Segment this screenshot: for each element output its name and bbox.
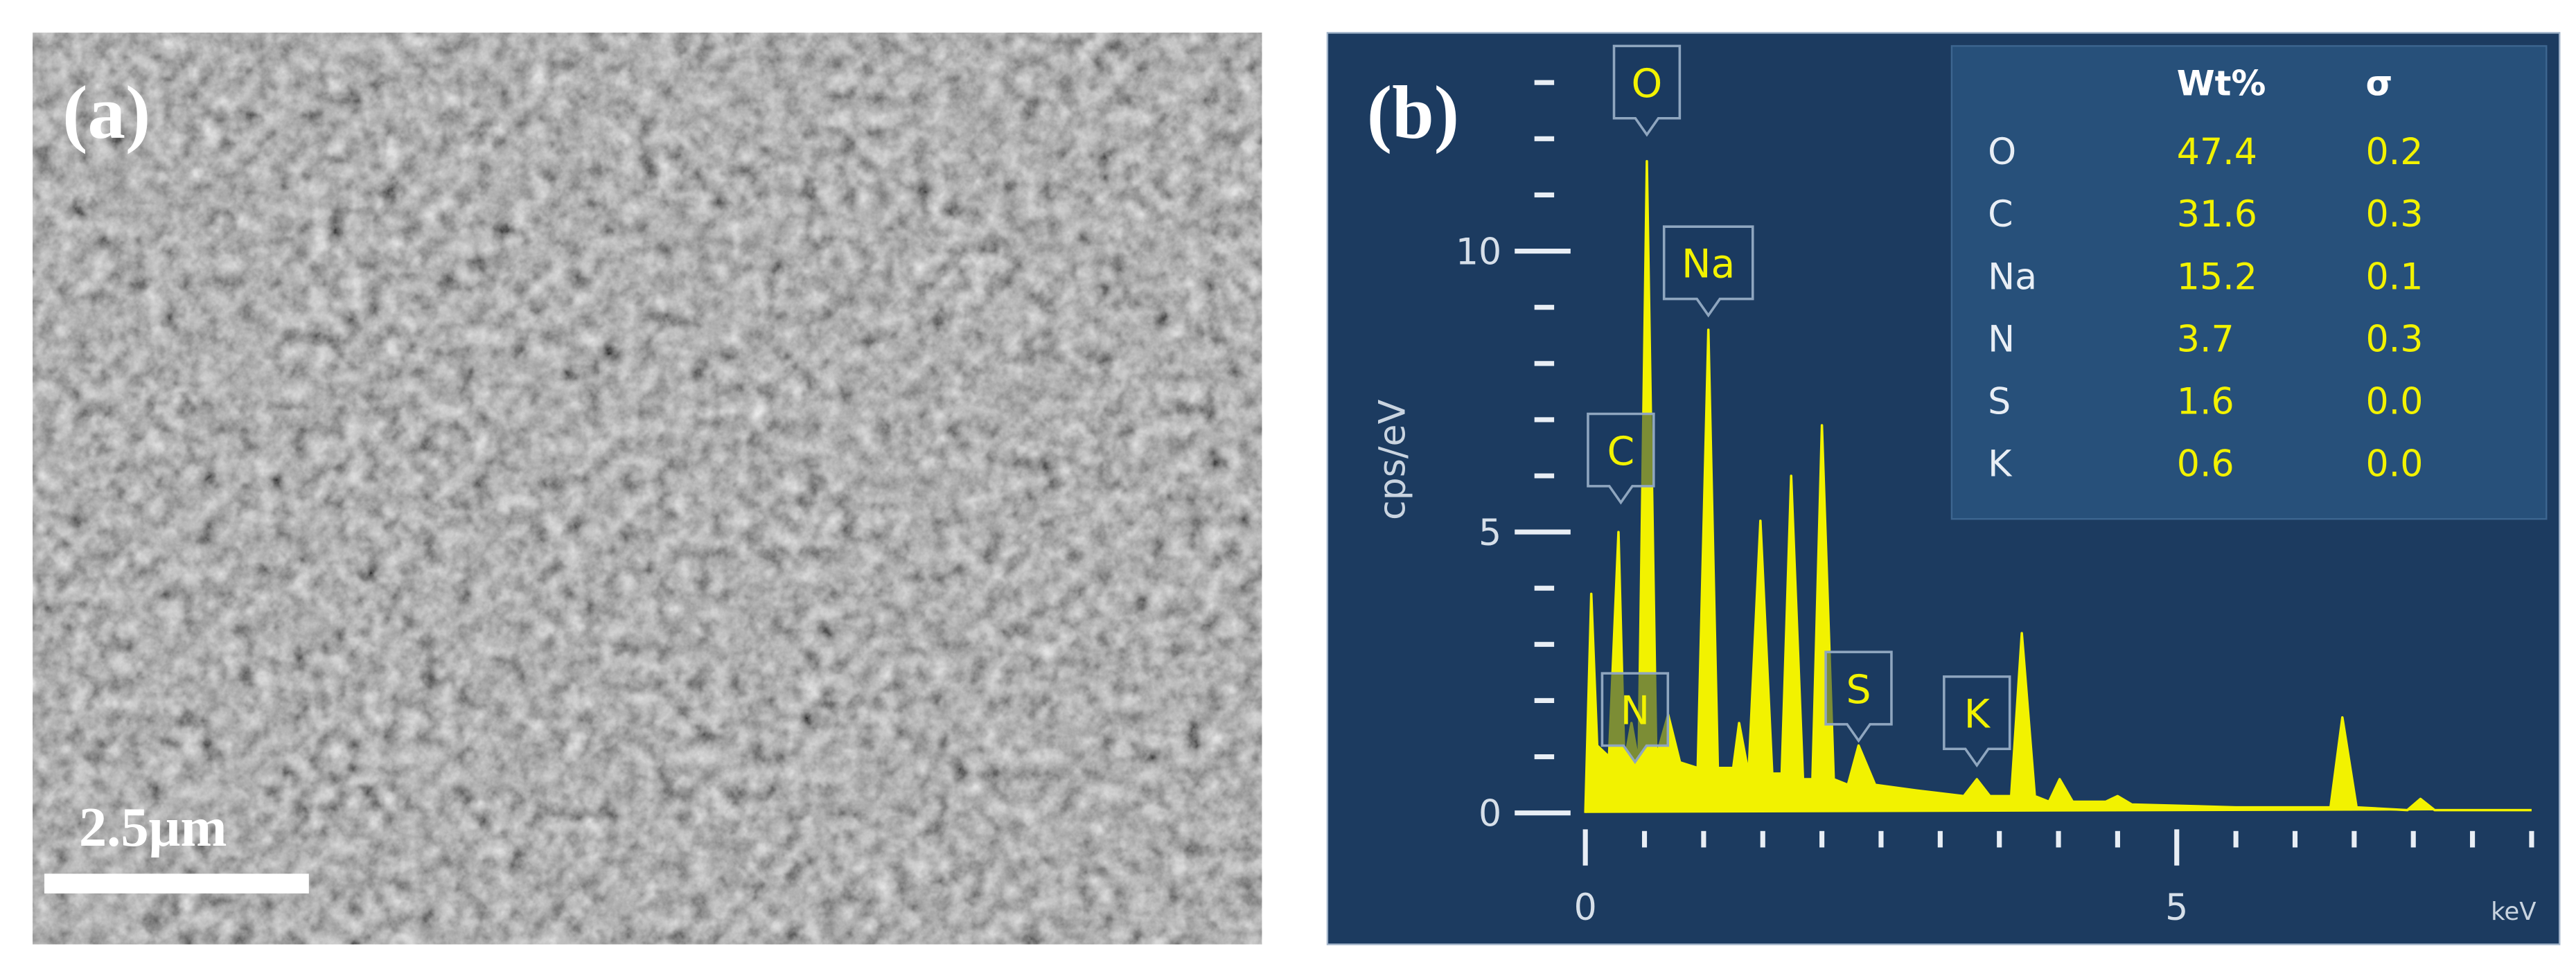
peak-label-box (1587, 412, 1655, 505)
peak-label-box (1662, 225, 1754, 318)
table-header: σ (2365, 64, 2392, 104)
table-cell: 0.3 (2365, 194, 2423, 235)
table-header: Wt% (2177, 64, 2266, 104)
peak-label: N (1621, 688, 1650, 734)
panel-label: (b) (1367, 71, 1459, 154)
peak-label-box (1600, 672, 1670, 765)
table-cell: 31.6 (2177, 194, 2257, 235)
peak-label: O (1632, 61, 1663, 107)
y-tick-label: 10 (1456, 232, 1501, 274)
table-cell: 0.0 (2365, 444, 2423, 486)
table-cell: O (1988, 132, 2016, 173)
x-axis-label: keV (2491, 898, 2537, 926)
x-tick-label: 5 (2165, 887, 2188, 929)
peak-label: S (1846, 667, 1871, 713)
table-cell: 0.6 (2177, 444, 2234, 486)
table-cell: 1.6 (2177, 382, 2234, 423)
peak-label: Na (1682, 242, 1735, 287)
y-tick-label: 0 (1479, 794, 1501, 835)
panel-a: (a) 2.5μm (33, 33, 1262, 945)
x-tick-label: 0 (1574, 887, 1597, 929)
table-cell: 0.1 (2365, 256, 2423, 298)
y-tick-label: 5 (1479, 513, 1501, 554)
table-cell: 0.0 (2365, 382, 2423, 423)
sem-image (33, 33, 1262, 945)
scale-bar (44, 873, 309, 893)
table-cell: Na (1988, 256, 2037, 298)
spectrum (1584, 159, 2532, 813)
table-cell: 47.4 (2177, 132, 2257, 173)
table-cell: S (1988, 382, 2011, 423)
table-cell: C (1988, 194, 2013, 235)
table-cell: 0.3 (2365, 319, 2423, 360)
results-table-background (1950, 45, 2548, 520)
peak-label: C (1607, 429, 1635, 474)
peak-label-box (1824, 650, 1893, 743)
table-cell: K (1988, 444, 2013, 486)
table-cell: 15.2 (2177, 256, 2257, 298)
table-cell: 3.7 (2177, 319, 2234, 360)
table-cell: 0.2 (2365, 132, 2423, 173)
table-cell: N (1988, 319, 2015, 360)
panel-label: (a) (62, 71, 150, 154)
peak-label: K (1964, 691, 1991, 737)
peak-label-box (1943, 675, 2011, 768)
scale-bar-label: 2.5μm (79, 797, 227, 858)
peak-label-box (1612, 44, 1682, 137)
y-axis-label: cps/eV (1372, 399, 1413, 520)
panel-b: (b) cps/eV keV 0 5 10 0 5 Wt% σ O 47.4 0.2 C 31.6 0.… (1326, 32, 2561, 945)
